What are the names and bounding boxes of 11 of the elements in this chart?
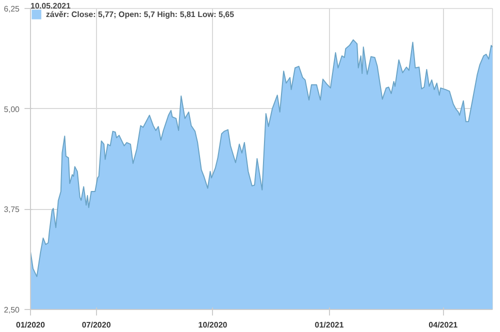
x-tick-label: 01/2021: [314, 320, 344, 330]
x-tick-label: 01/2020: [16, 320, 46, 330]
y-tick-label: 3,75: [4, 205, 20, 214]
x-tick-label: 07/2020: [82, 320, 112, 330]
y-tick-label: 6,25: [4, 4, 20, 14]
legend-title: 10.05.2021: [30, 2, 72, 10]
y-tick-label: 5,00: [4, 104, 20, 114]
x-tick-label: 04/2021: [428, 320, 458, 330]
legend-label: závěr: Close: 5,77; Open: 5,7 High: 5,81 Low: 5,65: [46, 9, 234, 20]
x-tick-label: 10/2020: [198, 320, 228, 330]
y-tick-label: 2,50: [4, 306, 20, 314]
